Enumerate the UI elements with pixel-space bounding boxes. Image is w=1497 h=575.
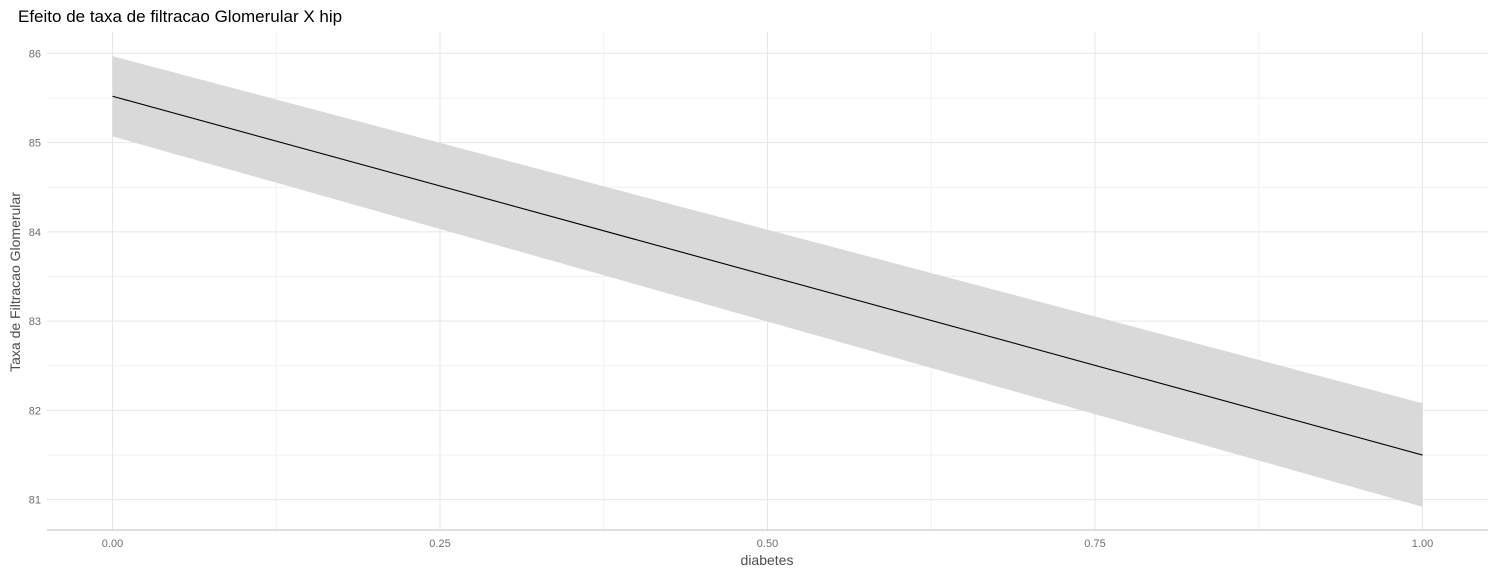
x-tick-label: 0.75	[1084, 538, 1105, 550]
y-axis-title: Taxa de Filtracao Glomerular	[7, 192, 23, 372]
y-tick-label: 81	[29, 495, 41, 507]
x-tick-label: 0.50	[757, 538, 778, 550]
y-tick-label: 82	[29, 405, 41, 417]
confidence-band	[112, 56, 1423, 507]
chart-title: Efeito de taxa de filtracao Glomerular X…	[18, 7, 342, 26]
y-tick-label: 83	[29, 316, 41, 328]
x-tick-label: 0.25	[429, 538, 450, 550]
x-axis-ticks: 0.00 0.25 0.50 0.75 1.00	[102, 538, 1433, 550]
x-tick-label: 0.00	[102, 538, 123, 550]
y-tick-label: 84	[29, 227, 41, 239]
y-tick-label: 85	[29, 138, 41, 150]
confidence-bands	[112, 56, 1423, 507]
y-axis-ticks: 81 82 83 84 85 86	[29, 48, 41, 506]
x-tick-label: 1.00	[1412, 538, 1433, 550]
x-axis-title: diabetes	[741, 552, 794, 568]
series-lines	[112, 95, 1423, 456]
y-tick-label: 86	[29, 48, 41, 60]
series-line	[112, 95, 1423, 456]
